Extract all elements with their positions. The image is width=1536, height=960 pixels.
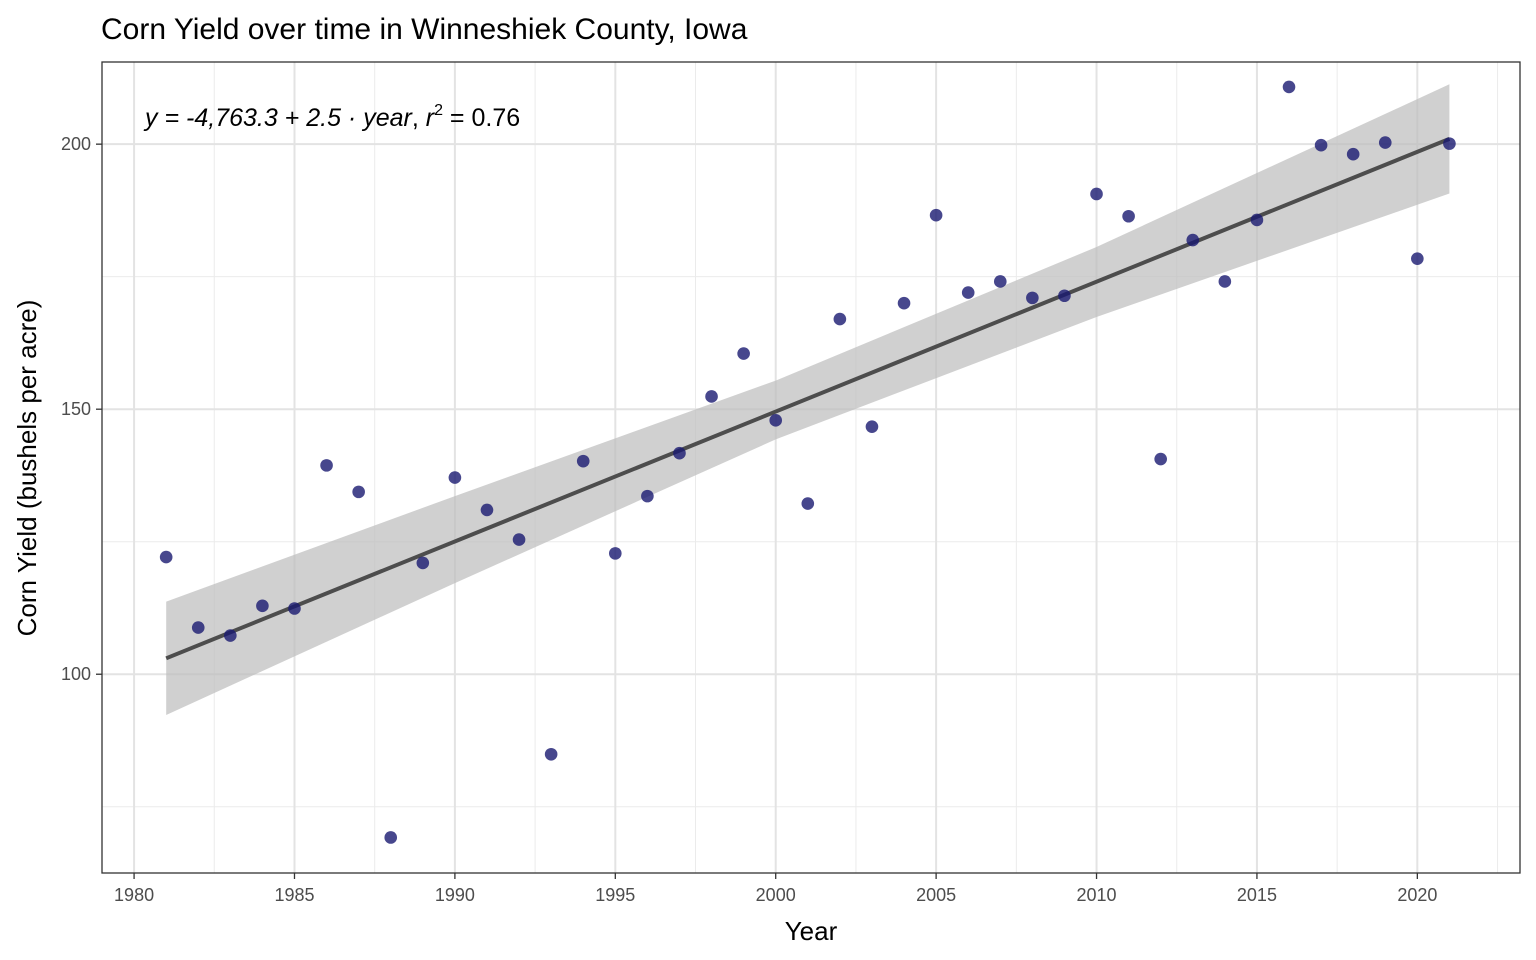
x-tick-label: 1995 xyxy=(595,885,635,905)
data-point xyxy=(1346,147,1360,161)
y-axis-title: Corn Yield (bushels per acre) xyxy=(12,300,42,637)
data-points xyxy=(159,80,1456,844)
chart-title: Corn Yield over time in Winneshiek Count… xyxy=(101,13,748,46)
data-point xyxy=(256,599,269,613)
x-axis: 1980 1985 1990 1995 2000 2005 2010 2015 2020 xyxy=(114,873,1437,905)
x-tick-label: 1980 xyxy=(114,885,154,905)
data-point xyxy=(416,556,430,570)
data-point xyxy=(1411,252,1424,265)
data-point xyxy=(1186,233,1200,247)
y-tick-label: 150 xyxy=(61,399,91,419)
data-point xyxy=(480,503,494,517)
data-point xyxy=(1058,289,1071,303)
data-point xyxy=(352,485,365,499)
data-point xyxy=(512,533,526,546)
regression-line xyxy=(165,137,1451,661)
data-point xyxy=(1443,137,1456,150)
data-point xyxy=(897,296,911,310)
data-point xyxy=(993,275,1007,288)
y-tick-label: 200 xyxy=(61,134,91,154)
data-point xyxy=(1282,80,1296,94)
data-point xyxy=(705,390,718,403)
equation-r: r xyxy=(426,104,436,132)
data-point xyxy=(1250,213,1264,227)
data-point xyxy=(1378,136,1392,149)
equation-prefix: y = -4,763.3 + 2.5 · xyxy=(143,104,363,132)
data-point xyxy=(1122,209,1135,223)
data-point xyxy=(833,312,847,326)
x-tick-label: 2015 xyxy=(1237,885,1277,905)
x-axis-title: Year xyxy=(785,916,838,946)
data-point xyxy=(448,471,462,484)
data-point xyxy=(673,446,686,460)
data-point xyxy=(1314,138,1328,152)
y-axis: 100 150 200 xyxy=(61,134,102,684)
data-point xyxy=(159,550,173,564)
data-point xyxy=(737,347,750,360)
major-gridlines xyxy=(102,62,1520,873)
equation-superscript: 2 xyxy=(434,102,443,119)
data-point xyxy=(384,831,398,844)
equation-separator: , xyxy=(412,104,426,132)
equation-variable: year xyxy=(361,104,413,132)
data-point xyxy=(641,489,654,503)
plot-panel-border xyxy=(101,61,1521,874)
data-point xyxy=(1026,291,1039,305)
data-point xyxy=(801,497,815,510)
x-tick-label: 1990 xyxy=(435,885,475,905)
equation-suffix: = 0.76 xyxy=(443,104,520,132)
data-point xyxy=(1154,452,1167,466)
regression-equation: y = -4,763.3 + 2.5 · year, r2 = 0.76 xyxy=(143,102,520,132)
data-point xyxy=(1090,187,1103,201)
data-point xyxy=(544,747,558,761)
data-point xyxy=(191,621,205,634)
data-point xyxy=(961,286,975,299)
x-tick-label: 2000 xyxy=(756,885,796,905)
y-tick-label: 100 xyxy=(61,664,91,684)
data-point xyxy=(929,208,943,222)
data-point xyxy=(224,629,237,642)
x-tick-label: 2020 xyxy=(1397,885,1437,905)
data-point xyxy=(769,414,783,427)
data-point xyxy=(288,602,301,615)
data-point xyxy=(576,454,590,468)
x-tick-label: 1985 xyxy=(274,885,314,905)
fit-line-layer xyxy=(165,137,1451,661)
data-point xyxy=(1218,275,1232,288)
x-tick-label: 2010 xyxy=(1077,885,1117,905)
x-tick-label: 2005 xyxy=(916,885,956,905)
data-point xyxy=(320,459,333,472)
data-point xyxy=(865,420,879,433)
data-point xyxy=(609,547,622,560)
